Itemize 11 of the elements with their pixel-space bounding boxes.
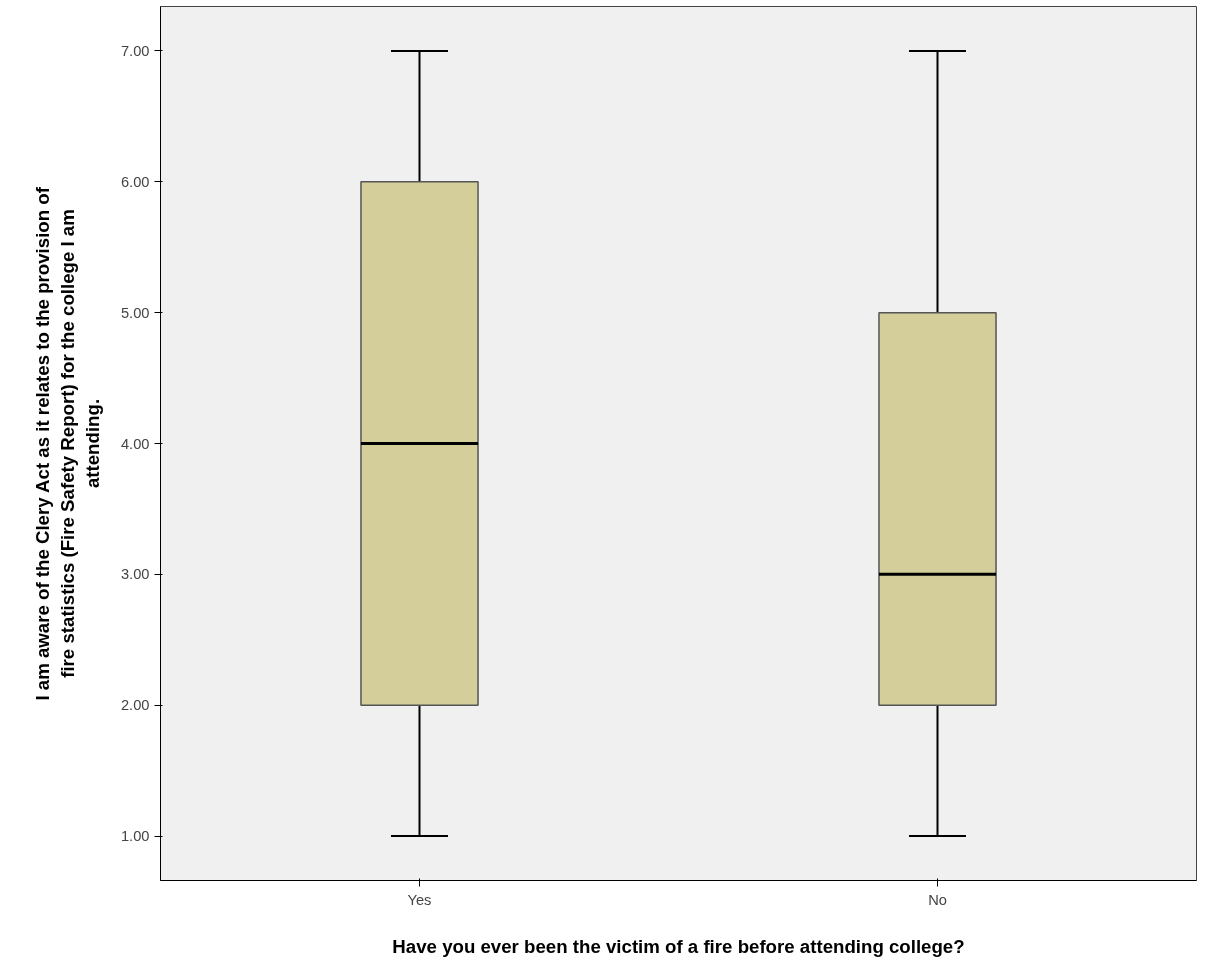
y-tick-label: 3.00	[120, 566, 150, 583]
y-tick-label: 4.00	[120, 435, 150, 452]
x-tick-label: No	[928, 891, 947, 908]
y-tick-label: 7.00	[120, 42, 150, 59]
y-axis-title: I am aware of the Clery Act as it relates to the provision of fire statistics (Fire Safety Report) for the college I am attending.	[31, 186, 103, 701]
x-axis-title: Have you ever been the victim of a fire before attending college?	[392, 935, 965, 957]
y-tick-label: 5.00	[120, 304, 150, 321]
x-tick-label: Yes	[407, 891, 432, 908]
y-tick-label: 2.00	[120, 697, 150, 714]
y-tick-label: 1.00	[120, 828, 150, 845]
y-tick-label: 6.00	[120, 173, 150, 190]
